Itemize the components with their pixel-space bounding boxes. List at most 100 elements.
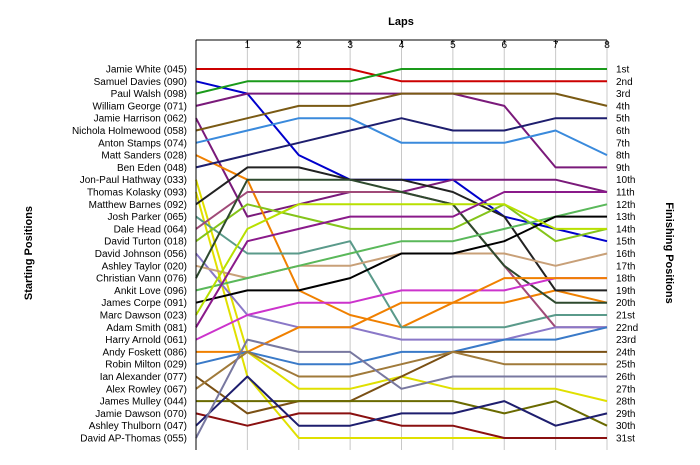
finishing-position-label: 5th: [616, 114, 630, 125]
starting-position-label: David AP-Thomas (055): [80, 434, 187, 445]
x-tick-label: 8: [604, 40, 610, 51]
starting-position-label: Ian Alexander (077): [100, 372, 187, 383]
series-line: [195, 178, 607, 304]
finishing-position-label: 31st: [616, 434, 635, 445]
starting-position-label: Ashley Thulborn (047): [89, 421, 187, 432]
x-tick-label: 3: [347, 40, 353, 51]
series-line: [195, 203, 608, 243]
series-line: [196, 68, 607, 83]
finishing-position-label: 17th: [616, 261, 635, 272]
series-lines: [195, 68, 608, 439]
starting-position-label: Robin Milton (029): [105, 360, 187, 371]
finishing-position-label: 15th: [616, 237, 635, 248]
finishing-position-label: 9th: [616, 163, 630, 174]
finishing-position-label: 20th: [616, 298, 635, 309]
finishing-position-label: 27th: [616, 384, 635, 395]
finishing-position-label: 26th: [616, 372, 635, 383]
starting-position-label: James Mulley (044): [100, 397, 187, 408]
finishing-position-label: 21st: [616, 311, 635, 322]
finishing-position-label: 12th: [616, 200, 635, 211]
series-line: [195, 412, 607, 439]
starting-position-label: Ashley Taylor (020): [102, 261, 187, 272]
finishing-position-label: 10th: [616, 175, 635, 186]
finishing-position-label: 30th: [616, 421, 635, 432]
finishing-position-label: 29th: [616, 409, 635, 420]
starting-position-label: Matthew Barnes (092): [89, 200, 187, 211]
starting-position-label: Thomas Kolasky (093): [87, 188, 187, 199]
starting-position-label: David Johnson (056): [95, 249, 187, 260]
starting-position-label: Anton Stamps (074): [98, 138, 187, 149]
x-tick-label: 1: [245, 40, 251, 51]
starting-position-label: Adam Smith (081): [106, 323, 187, 334]
x-tick-label: 5: [450, 40, 456, 51]
finishing-position-label: 13th: [616, 212, 635, 223]
finishing-position-label: 24th: [616, 347, 635, 358]
finishing-position-label: 14th: [616, 224, 635, 235]
x-tick-labels: 1 2 3 4 5 6 7 8: [245, 40, 611, 51]
series-line: [195, 68, 607, 95]
starting-position-label: Ankit Love (096): [114, 286, 187, 297]
series-line: [195, 92, 608, 132]
starting-position-label: David Turton (018): [104, 237, 187, 248]
starting-position-label: Alex Rowley (067): [106, 384, 187, 395]
finishing-position-label: 7th: [616, 138, 630, 149]
series-line: [195, 338, 607, 439]
starting-position-label: Paul Walsh (098): [111, 89, 187, 100]
starting-position-label: Jamie Harrison (062): [94, 114, 187, 125]
starting-position-label: Andy Foskett (086): [103, 347, 187, 358]
starting-position-label: Josh Parker (065): [108, 212, 187, 223]
series-line: [195, 215, 607, 304]
y-axis-label-right: Finishing Positions: [663, 202, 675, 303]
series-line: [195, 166, 607, 292]
series-line: [195, 203, 607, 316]
x-tick-label: 4: [399, 40, 405, 51]
series-line: [195, 375, 608, 427]
finishing-position-label: 23rd: [616, 335, 636, 346]
starting-position-label: Ben Eden (048): [117, 163, 187, 174]
starting-position-labels: Jamie White (045)Samuel Davies (090)Paul…: [72, 65, 187, 445]
series-line: [196, 400, 608, 427]
starting-position-label: Harry Arnold (061): [105, 335, 187, 346]
finishing-position-label: 16th: [616, 249, 635, 260]
starting-position-label: Nichola Holmewood (058): [72, 126, 187, 137]
series-line: [195, 215, 607, 329]
starting-position-label: Christian Vann (076): [96, 274, 187, 285]
starting-position-label: Jamie White (045): [106, 65, 187, 76]
series-line: [195, 277, 607, 341]
finishing-position-label: 6th: [616, 126, 630, 137]
starting-position-label: Dale Head (064): [114, 224, 187, 235]
finishing-position-label: 18th: [616, 274, 635, 285]
series-line: [195, 350, 607, 390]
finishing-position-label: 25th: [616, 360, 635, 371]
finishing-position-label: 19th: [616, 286, 635, 297]
starting-position-label: Samuel Davies (090): [94, 77, 187, 88]
series-line: [195, 117, 608, 157]
series-line: [195, 252, 607, 341]
finishing-position-label: 8th: [616, 151, 630, 162]
y-axis-label-left: Starting Positions: [23, 206, 35, 300]
finishing-position-label: 11th: [616, 188, 635, 199]
starting-position-label: James Corpe (091): [101, 298, 187, 309]
starting-position-label: William George (071): [93, 101, 187, 112]
finishing-position-label: 22nd: [616, 323, 638, 334]
starting-position-label: Jon-Paul Hathway (033): [80, 175, 187, 186]
x-tick-label: 7: [553, 40, 559, 51]
series-line: [195, 191, 607, 328]
x-tick-label: 2: [296, 40, 302, 51]
finishing-position-label: 1st: [616, 65, 630, 76]
series-line: [195, 350, 607, 415]
plot-frame: [195, 39, 608, 450]
chart-title: Laps: [388, 16, 414, 28]
finishing-position-label: 3rd: [616, 89, 630, 100]
grid: [246, 40, 608, 450]
series-line: [195, 117, 607, 169]
x-tick-label: 6: [501, 40, 507, 51]
starting-position-label: Matt Sanders (028): [101, 151, 187, 162]
finishing-position-label: 4th: [616, 101, 630, 112]
starting-position-label: Marc Dawson (023): [100, 311, 187, 322]
series-line: [195, 326, 608, 366]
finishing-position-label: 2nd: [616, 77, 633, 88]
starting-position-label: Jamie Dawson (070): [95, 409, 187, 420]
finishing-position-labels: 1st2nd3rd4th5th6th7th8th9th10th11th12th1…: [616, 65, 638, 445]
